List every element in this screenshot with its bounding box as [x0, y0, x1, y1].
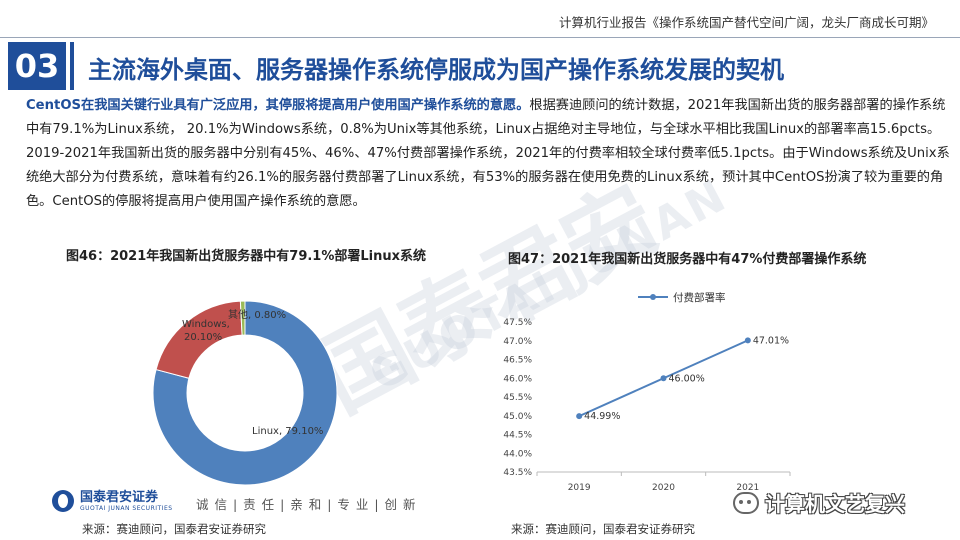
wechat-icon: [733, 491, 759, 514]
donut-label-linux: Linux, 79.10%: [252, 426, 323, 437]
y-tick-label: 46.5%: [503, 356, 532, 366]
report-header: 计算机行业报告《操作系统国产替代空间广阔，龙头厂商成长可期》: [558, 15, 934, 30]
logo-text-en: GUOTAI JUNAN SECURITIES: [80, 504, 173, 512]
figure-47-title: 图47：2021年我国新出货服务器中有47%付费部署操作系统: [508, 252, 867, 267]
legend-marker: [650, 294, 656, 300]
line-chart: 付费部署率 43.5% 44.0% 44.5% 45.0% 45.5% 46.0% 46.5%…: [503, 291, 791, 493]
y-tick-label: 47.0%: [503, 337, 532, 347]
data-label: 47.01%: [753, 335, 789, 346]
donut-label-other: 其他, 0.80%: [228, 308, 286, 321]
wechat-account-name: 计算机文艺复兴: [765, 492, 905, 516]
body-text: 根据赛迪顾问的统计数据，2021年我国新出货的服务器部署的操作系统中有79.1%…: [26, 98, 950, 209]
donut-chart: Linux, 79.10% Windows, 20.10%其他, 0.80%: [152, 300, 338, 486]
data-point: [660, 375, 667, 382]
figure-46-title: 图46：2021年我国新出货服务器中有79.1%部署Linux系统: [66, 249, 427, 264]
header-divider: [0, 37, 960, 38]
y-tick-label: 45.5%: [503, 393, 532, 403]
y-tick-label: 46.0%: [503, 374, 532, 384]
body-paragraph: CentOS在我国关键行业具有广泛应用，其停服将提高用户使用国产操作系统的意愿。…: [26, 94, 956, 214]
y-tick-label: 47.5%: [503, 318, 532, 328]
source-note-left: 来源：赛迪顾问，国泰君安证券研究: [82, 522, 266, 536]
section-number: 03: [8, 42, 66, 90]
legend-label: 付费部署率: [673, 291, 726, 304]
body-lead: CentOS在我国关键行业具有广泛应用，其停服将提高用户使用国产操作系统的意愿。: [26, 98, 530, 113]
data-label: 46.00%: [669, 373, 705, 384]
y-tick-label: 43.5%: [503, 468, 532, 478]
data-point: [576, 413, 583, 420]
donut-label-windows: Windows, 20.10%: [182, 319, 230, 343]
y-tick-label: 44.5%: [503, 431, 532, 441]
page-title: 主流海外桌面、服务器操作系统停服成为国产操作系统发展的契机: [88, 56, 784, 84]
wechat-watermark: 计算机文艺复兴: [733, 488, 905, 517]
logo-icon: [52, 490, 74, 512]
company-slogan: 诚 信 | 责 任 | 亲 和 | 专 业 | 创 新: [196, 497, 417, 512]
x-tick-label: 2021: [736, 483, 759, 493]
donut-slice-linux: [152, 300, 338, 486]
data-label: 44.99%: [584, 411, 620, 422]
y-tick-label: 44.0%: [503, 449, 532, 459]
x-tick-label: 2019: [568, 483, 591, 493]
donut-slice-other: [239, 300, 246, 336]
logo-text-cn: 国泰君安证券: [80, 489, 159, 505]
source-note-right: 来源：赛迪顾问，国泰君安证券研究: [511, 522, 695, 536]
section-accent-bar: [70, 42, 74, 90]
y-tick-label: 45.0%: [503, 412, 532, 422]
data-point: [744, 337, 751, 344]
company-logo: 国泰君安证券 GUOTAI JUNAN SECURITIES: [52, 490, 173, 512]
x-tick-label: 2020: [652, 483, 675, 493]
